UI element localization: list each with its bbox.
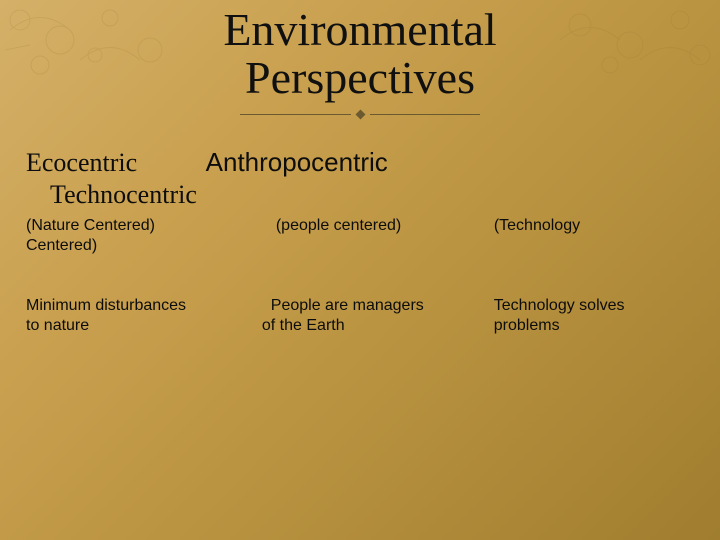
heading-technocentric: Technocentric: [26, 179, 686, 212]
page-title: Environmental Perspectives: [0, 0, 720, 103]
desc-techno-l1: Technology solves: [494, 296, 686, 316]
content-area: Ecocentric Anthropocentric Technocentric…: [0, 118, 720, 336]
desc-anthro-l2: of the Earth: [262, 316, 488, 336]
heading-anthropocentric: Anthropocentric: [206, 146, 388, 179]
slide: Environmental Perspectives Ecocentric An…: [0, 0, 720, 540]
subtitle-row: (Nature Centered) Centered) (people cent…: [26, 216, 686, 256]
title-divider: [240, 111, 480, 118]
subtitle-technology: (Technology: [488, 216, 686, 256]
desc-anthro-l1: People are managers: [262, 296, 488, 316]
subtitle-nature: (Nature Centered): [26, 216, 252, 236]
perspective-headings: Ecocentric Anthropocentric Technocentric: [26, 146, 686, 212]
desc-techno-l2: problems: [494, 316, 686, 336]
desc-ecocentric-l1: Minimum disturbances: [26, 296, 252, 316]
description-row: Minimum disturbances to nature People ar…: [26, 296, 686, 336]
title-line-2: Perspectives: [245, 52, 475, 103]
desc-ecocentric-l2: to nature: [26, 316, 252, 336]
subtitle-people: (people centered): [252, 216, 488, 256]
heading-ecocentric: Ecocentric: [26, 147, 137, 180]
subtitle-nature-b: Centered): [26, 236, 252, 256]
title-line-1: Environmental: [223, 4, 496, 55]
